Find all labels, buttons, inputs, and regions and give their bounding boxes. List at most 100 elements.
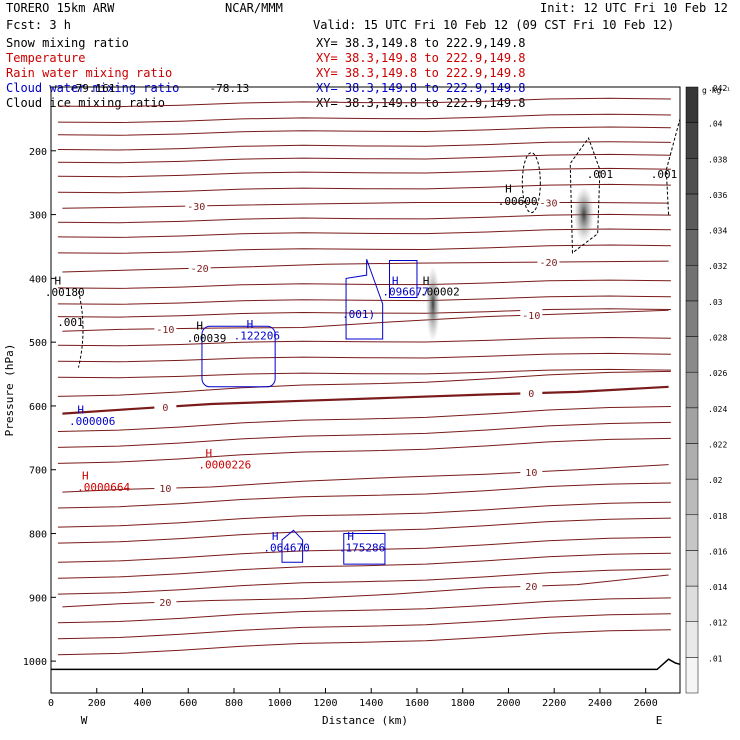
isotherm-line bbox=[57, 370, 671, 397]
x-tick-label: 2400 bbox=[588, 698, 612, 709]
isotherm-line bbox=[57, 141, 671, 151]
isotherm--20 bbox=[62, 260, 669, 273]
isotherm-line bbox=[57, 183, 671, 194]
isotherm-label-bg bbox=[188, 262, 211, 274]
colorbar-tick-label: .014 bbox=[708, 583, 727, 592]
colorbar-swatch bbox=[685, 621, 699, 658]
isotherm-line bbox=[57, 368, 671, 379]
isotherm-line bbox=[57, 352, 671, 363]
isotherm-line bbox=[57, 213, 671, 224]
isotherm-line bbox=[57, 517, 671, 544]
annotation-label: .00002 bbox=[420, 286, 460, 299]
isotherm-line bbox=[57, 126, 671, 136]
init-time: Init: 12 UTC Fri 10 Feb 12 bbox=[540, 1, 728, 15]
snow-shading bbox=[425, 186, 594, 342]
x-tick-label: 2600 bbox=[634, 698, 658, 709]
isotherm-label: 0 bbox=[162, 403, 168, 414]
colorbar-swatch bbox=[685, 336, 699, 373]
isotherm-line bbox=[57, 97, 671, 108]
annotation-label: .0000226 bbox=[198, 458, 251, 471]
isotherm-label: 10 bbox=[159, 484, 171, 495]
isotherm-line bbox=[57, 597, 671, 624]
isotherm-label-bg bbox=[520, 387, 543, 399]
colorbar-swatch bbox=[685, 407, 699, 444]
hydrometeor-contours bbox=[77, 118, 681, 565]
isotherm-label-bg bbox=[154, 400, 177, 412]
colorbar-tick-label: .036 bbox=[708, 191, 727, 200]
y-tick-label: 700 bbox=[29, 466, 47, 477]
cloud-water-contour bbox=[343, 533, 386, 565]
cloud-water-contour bbox=[201, 325, 276, 388]
isotherm-label: 0 bbox=[528, 389, 534, 400]
cloud-ice-contour bbox=[569, 136, 601, 254]
annotation-label: .00180 bbox=[45, 286, 85, 299]
colorbar: .01 .012 .014 .016 .018 .02 .022 .024 .026 .028 .0… bbox=[685, 84, 731, 694]
annotation-label: -79.161 bbox=[69, 82, 115, 95]
field-name: Temperature bbox=[6, 51, 85, 65]
isotherm-label-bg bbox=[520, 309, 543, 321]
field-name: Cloud water mixing ratio bbox=[6, 81, 179, 95]
y-tick-label: 600 bbox=[29, 402, 47, 413]
isotherm-line bbox=[57, 568, 671, 595]
isotherm-10 bbox=[62, 464, 669, 493]
annotation-label: .0000664 bbox=[77, 481, 130, 494]
isotherm-label: -30 bbox=[187, 202, 205, 213]
colorbar-swatch bbox=[685, 443, 699, 480]
annotation-label: .00039 bbox=[187, 332, 227, 345]
annotation-label: H bbox=[423, 275, 430, 288]
forecast-hour: Fcst: 3 h bbox=[6, 18, 71, 32]
annotation-label: .096677 bbox=[382, 286, 428, 299]
isotherm--10 bbox=[62, 309, 669, 332]
isotherm-line bbox=[57, 613, 671, 640]
terrain-line bbox=[51, 658, 681, 671]
annotation-label: H bbox=[347, 530, 354, 543]
annotation-label: .001) bbox=[342, 308, 375, 321]
plot-frame bbox=[50, 86, 681, 694]
isotherm-label: 20 bbox=[159, 598, 171, 609]
colorbar-tick-label: .026 bbox=[708, 369, 727, 378]
x-tick-label: 2200 bbox=[542, 698, 566, 709]
y-axis: 200 300 400 500 600 700 800 900 1000 bbox=[23, 147, 56, 668]
isotherm-0 bbox=[62, 385, 669, 415]
y-tick-label: 200 bbox=[29, 147, 47, 158]
colorbar-swatch bbox=[685, 193, 699, 230]
field-section-coords: XY= 38.3,149.8 to 222.9,149.8 bbox=[316, 81, 526, 95]
annotation-label: -78.13 bbox=[210, 82, 250, 95]
isotherm-line bbox=[57, 552, 671, 579]
snow-core-east bbox=[573, 186, 594, 243]
isotherm-line bbox=[57, 167, 671, 178]
x-left-end-label: W bbox=[81, 714, 88, 727]
isotherm-line bbox=[57, 406, 671, 432]
annotation-label: H bbox=[55, 275, 62, 288]
cloud-ice-contour bbox=[665, 118, 681, 215]
colorbar-tick-label: .022 bbox=[708, 440, 727, 449]
valid-time: Valid: 15 UTC Fri 10 Feb 12 (09 CST Fri … bbox=[313, 18, 674, 32]
colorbar-swatch bbox=[685, 657, 699, 694]
isotherm-label: -10 bbox=[522, 311, 540, 322]
colorbar-unit: g kg⁻¹ bbox=[702, 86, 731, 95]
x-tick-label: 1600 bbox=[405, 698, 429, 709]
x-tick-label: 2000 bbox=[496, 698, 520, 709]
annotation-label: .001 bbox=[57, 316, 84, 329]
isotherm-20 bbox=[62, 574, 669, 608]
annotation-label: H bbox=[505, 182, 512, 195]
colorbar-tick-label: .038 bbox=[708, 155, 727, 164]
isotherm-line bbox=[57, 421, 671, 448]
colorbar-swatch bbox=[685, 264, 699, 302]
isotherm-label-bg bbox=[520, 580, 543, 592]
colorbar-tick-label: .024 bbox=[708, 405, 727, 414]
y-tick-label: 400 bbox=[29, 274, 47, 285]
isotherm-label-bg bbox=[537, 256, 560, 268]
isotherm-label-bg bbox=[185, 199, 208, 211]
field-legend: Snow mixing ratio XY= 38.3,149.8 to 222.9… bbox=[6, 36, 526, 110]
annotation-label: .001 bbox=[651, 168, 678, 181]
model-title: TORERO 15km ARW bbox=[6, 1, 115, 15]
x-tick-label: 1000 bbox=[268, 698, 292, 709]
colorbar-swatch bbox=[685, 371, 699, 409]
isotherm-line bbox=[57, 501, 671, 528]
annotation-label: .064670 bbox=[263, 541, 309, 554]
annotation-label: H bbox=[392, 275, 399, 288]
annotations: -79.161 -78.13H.00180.001 H.00039H.122206.… bbox=[45, 82, 677, 554]
x-tick-label: 1800 bbox=[451, 698, 475, 709]
